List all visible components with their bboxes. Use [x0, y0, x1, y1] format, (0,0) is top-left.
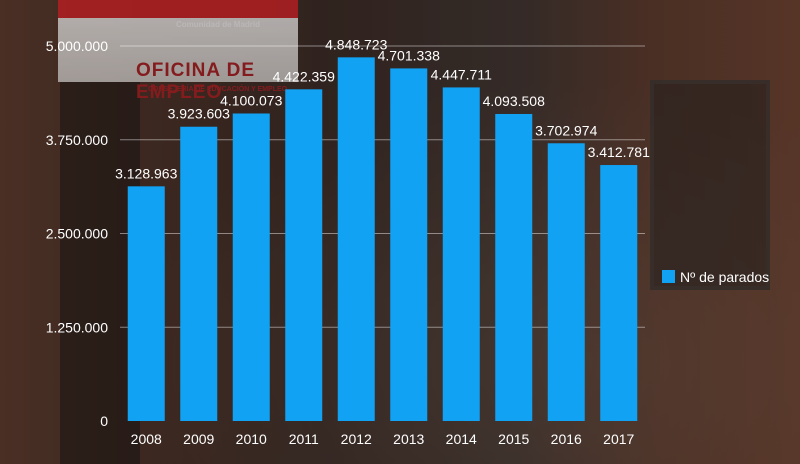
x-tick-label: 2010: [236, 431, 267, 447]
bar-2017: [600, 165, 638, 421]
background-door: [60, 82, 140, 464]
bar-2016: [547, 143, 585, 421]
bar-2012: [337, 57, 375, 422]
y-tick-label: 3.750.000: [46, 132, 108, 148]
x-tick-label: 2008: [131, 431, 162, 447]
data-label: 4.447.711: [431, 66, 492, 82]
legend-label: Nº de parados: [680, 269, 769, 285]
legend-swatch: [662, 270, 675, 283]
sign-small-text: Comunidad de Madrid: [176, 20, 260, 29]
data-label: 4.093.508: [483, 93, 545, 109]
bars: [127, 57, 638, 422]
data-label: 4.422.359: [273, 68, 335, 84]
sign-text: OFICINA DE EMPLEO: [136, 60, 256, 103]
x-tick-label: 2015: [498, 431, 529, 447]
x-tick-label: 2009: [183, 431, 214, 447]
x-tick-label: 2016: [551, 431, 582, 447]
legend: Nº de parados: [662, 269, 769, 285]
y-axis-ticks: 0 1.250.000 2.500.000 3.750.000 5.000.000: [46, 38, 109, 429]
data-label: 4.701.338: [378, 47, 440, 63]
data-label: 3.128.963: [115, 165, 177, 181]
data-label: 4.848.723: [325, 36, 387, 52]
y-tick-label: 0: [100, 413, 108, 429]
bar-2014: [442, 87, 480, 421]
background-window: [650, 80, 770, 290]
y-tick-label: 2.500.000: [46, 226, 108, 242]
data-label: 3.702.974: [535, 122, 597, 138]
data-label: 3.412.781: [588, 144, 650, 160]
bar-2010: [232, 113, 270, 422]
x-tick-label: 2011: [289, 431, 319, 447]
x-axis-ticks: 2008 2009 2010 2011 2012 2013 2014 2015 2016 2017: [131, 431, 635, 447]
data-label: 3.923.603: [168, 106, 230, 122]
y-tick-label: 5.000.000: [46, 38, 108, 54]
y-tick-label: 1.250.000: [46, 319, 108, 335]
bar-2009: [180, 126, 218, 422]
bar-2015: [495, 113, 533, 421]
background-sign: Comunidad de Madrid OFICINA DE EMPLEO CO…: [58, 0, 298, 103]
x-tick-label: 2012: [341, 431, 372, 447]
x-tick-label: 2017: [603, 431, 634, 447]
sign-sub-text: CONSEJERÍA DE EDUCACIÓN Y EMPLEO: [148, 86, 288, 93]
x-tick-label: 2014: [446, 431, 477, 447]
bar-2013: [390, 68, 428, 421]
data-label: 4.100.073: [220, 92, 282, 108]
x-tick-label: 2013: [393, 431, 424, 447]
bar-2008: [127, 186, 165, 421]
bar-2011: [285, 89, 323, 422]
